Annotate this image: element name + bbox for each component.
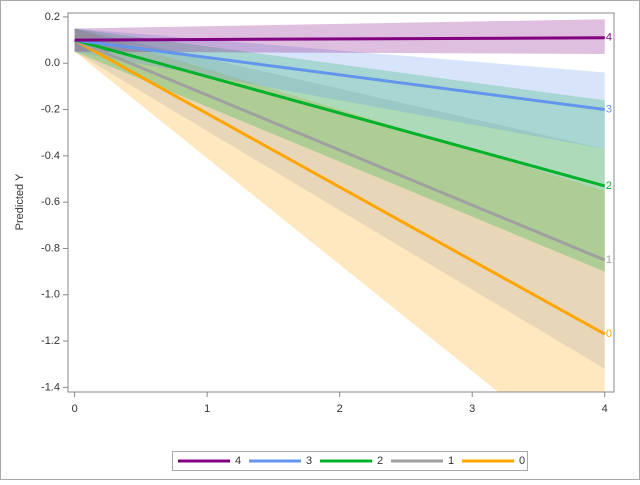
x-tick-label: 3 (469, 403, 475, 415)
y-tick-label: -1.0 (41, 289, 60, 301)
y-tick-label: -0.2 (41, 103, 60, 115)
x-tick-label: 4 (602, 403, 608, 415)
y-tick-label: -0.8 (41, 242, 60, 254)
y-tick-label: -0.6 (41, 196, 60, 208)
end-label: 0 (606, 328, 612, 340)
line (74, 38, 606, 188)
x-tick-label: 2 (337, 403, 343, 415)
end-label: 1 (606, 254, 612, 266)
x-tick-label: 0 (72, 403, 78, 415)
legend-label: 3 (306, 455, 312, 467)
legend-label: 2 (377, 455, 383, 467)
legend-box (172, 451, 528, 471)
y-tick-label: -1.2 (41, 335, 60, 347)
legend-label: 4 (235, 455, 241, 467)
line (74, 38, 605, 112)
line (73, 38, 606, 336)
end-label: 3 (606, 103, 612, 115)
legend-label: 1 (448, 455, 454, 467)
legend-label: 0 (519, 455, 525, 467)
confidence-band (74, 19, 605, 54)
confidence-band (74, 28, 605, 392)
end-label: 2 (606, 180, 612, 192)
y-tick-label: -0.4 (41, 150, 60, 162)
line (74, 38, 606, 262)
line (74, 36, 605, 42)
y-tick-label: 0.2 (45, 11, 60, 23)
y-tick-label: 0.0 (45, 57, 60, 69)
y-axis-label: Predicted Y (14, 173, 26, 230)
y-tick-label: -1.4 (41, 381, 60, 393)
x-tick-label: 1 (204, 403, 210, 415)
end-label: 4 (606, 32, 612, 44)
